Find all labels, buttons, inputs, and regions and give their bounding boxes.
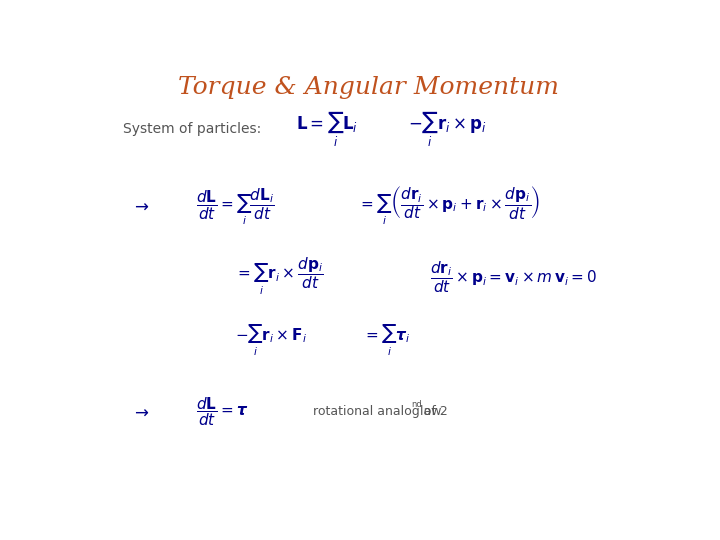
Text: $-\sum_i \mathbf{r}_i \times \mathbf{F}_i$: $-\sum_i \mathbf{r}_i \times \mathbf{F}_… — [235, 324, 307, 359]
Text: $\dfrac{d\mathbf{L}}{dt} = \boldsymbol{\tau}$: $\dfrac{d\mathbf{L}}{dt} = \boldsymbol{\… — [196, 396, 248, 428]
Text: $= \sum_i \boldsymbol{\tau}_i$: $= \sum_i \boldsymbol{\tau}_i$ — [364, 324, 411, 359]
Text: $= \sum_i \left(\dfrac{d\mathbf{r}_i}{dt} \times \mathbf{p}_i + \mathbf{r}_i \ti: $= \sum_i \left(\dfrac{d\mathbf{r}_i}{dt… — [358, 185, 540, 227]
Text: $-\sum_i \mathbf{r}_i \times \mathbf{p}_i$: $-\sum_i \mathbf{r}_i \times \mathbf{p}_… — [408, 109, 487, 149]
Text: $\dfrac{d\mathbf{L}}{dt} = \sum_i \dfrac{d\mathbf{L}_i}{dt}$: $\dfrac{d\mathbf{L}}{dt} = \sum_i \dfrac… — [196, 186, 275, 227]
Text: Torque & Angular Momentum: Torque & Angular Momentum — [179, 76, 559, 99]
Text: System of particles:: System of particles: — [124, 122, 262, 136]
Text: $\mathbf{L} = \sum_i \mathbf{L}_i$: $\mathbf{L} = \sum_i \mathbf{L}_i$ — [297, 109, 359, 149]
Text: law.: law. — [416, 406, 445, 419]
Text: $\rightarrow$: $\rightarrow$ — [131, 197, 150, 215]
Text: $\rightarrow$: $\rightarrow$ — [131, 403, 150, 421]
Text: $\dfrac{d\mathbf{r}_i}{dt} \times \mathbf{p}_i = \mathbf{v}_i \times m\,\mathbf{: $\dfrac{d\mathbf{r}_i}{dt} \times \mathb… — [431, 259, 598, 295]
Text: nd: nd — [411, 400, 422, 409]
Text: rotational analog of 2: rotational analog of 2 — [313, 406, 448, 419]
Text: $= \sum_i \mathbf{r}_i \times \dfrac{d\mathbf{p}_i}{dt}$: $= \sum_i \mathbf{r}_i \times \dfrac{d\m… — [235, 256, 324, 298]
